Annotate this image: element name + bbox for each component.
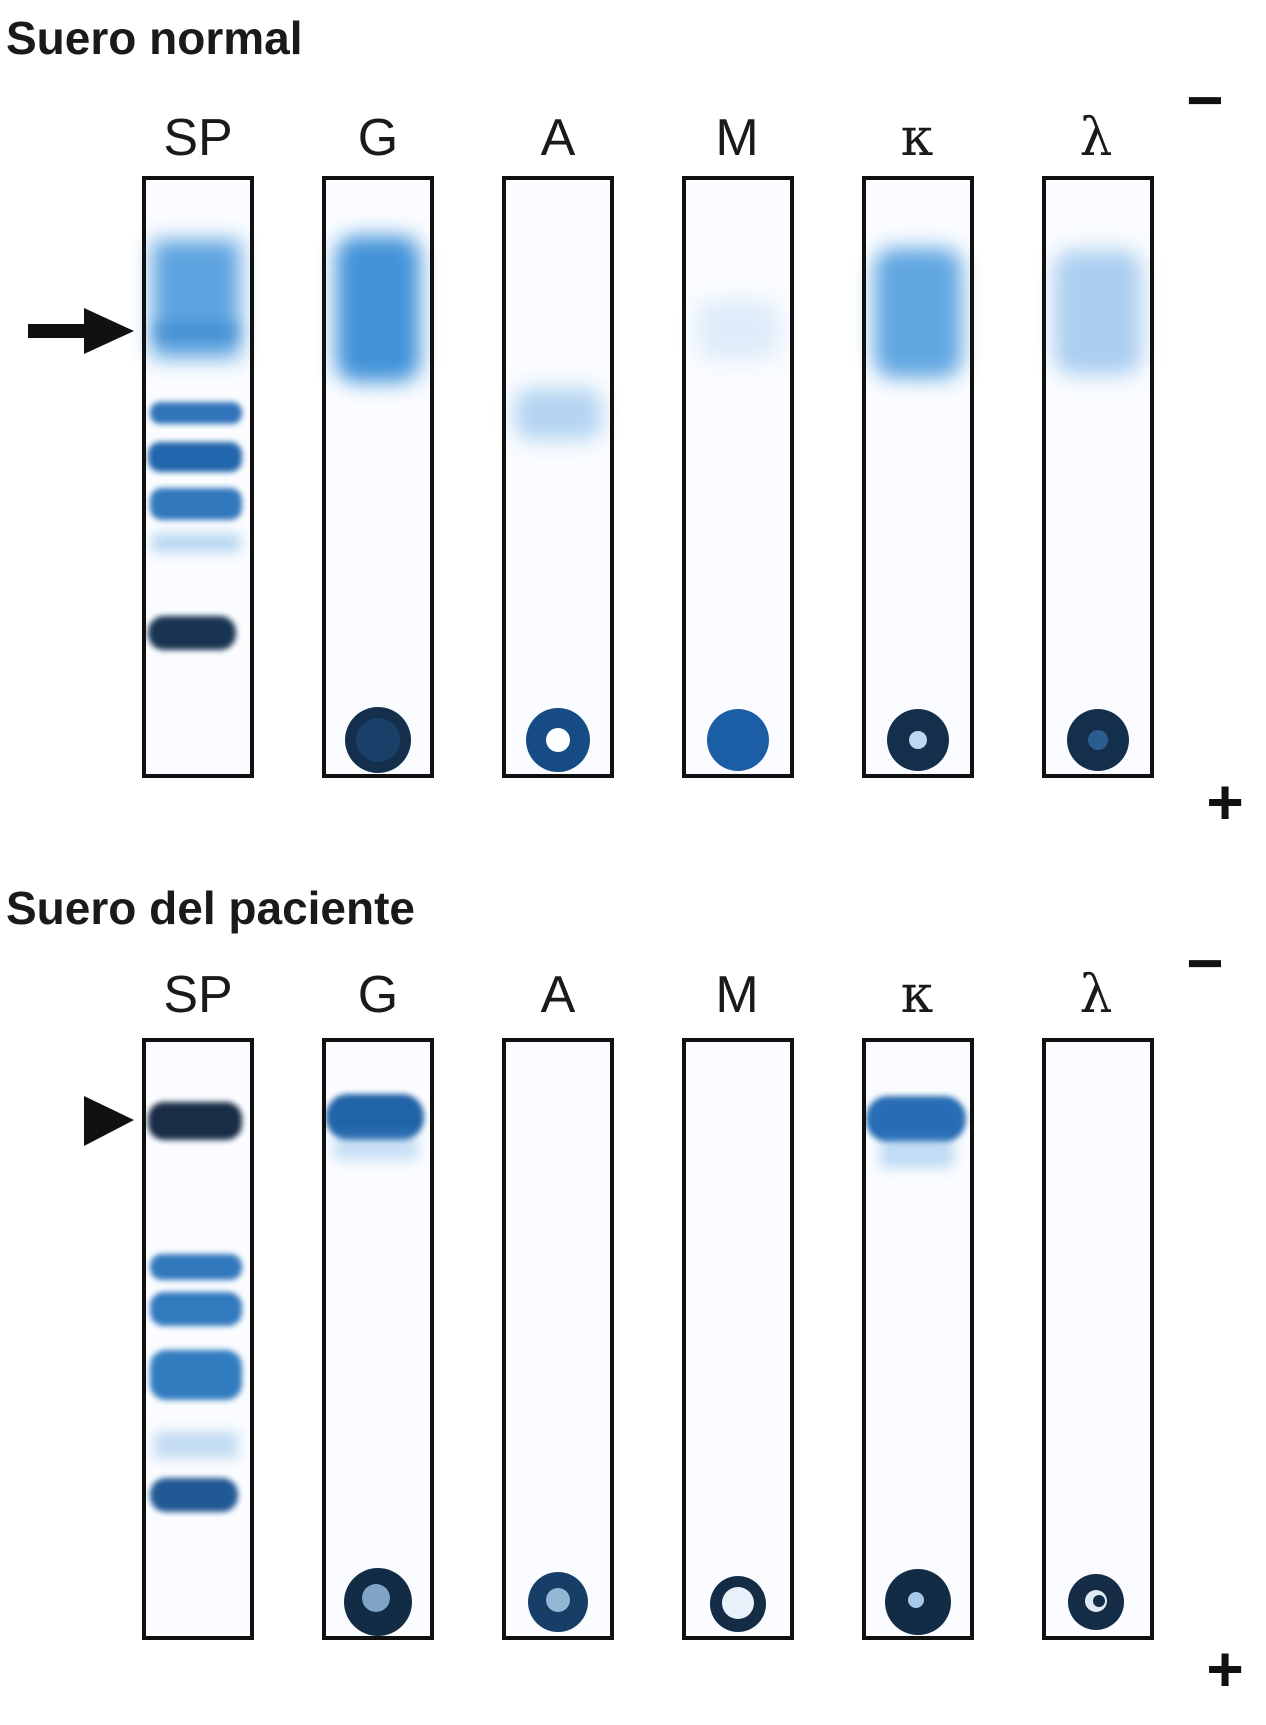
cathode-sign: − — [1186, 64, 1223, 136]
lane-label-sp: SP — [163, 966, 232, 1024]
lane-label-lambda: λ — [1080, 108, 1113, 168]
igg-monoclonal-band — [326, 1094, 424, 1140]
strip-igm — [682, 1038, 794, 1640]
strip-sp — [142, 1038, 254, 1640]
panel-normal-serum: Suero normal − + SP G A M κ λ — [6, 12, 1244, 838]
igg-polyclonal-smear — [336, 236, 420, 382]
lane-label-a: A — [541, 109, 576, 167]
kappa-monoclonal-band — [866, 1096, 966, 1142]
m-spike-band — [148, 1102, 242, 1140]
strip-iga — [502, 1038, 614, 1640]
cathode-sign: − — [1186, 927, 1223, 999]
strip-kappa — [862, 176, 974, 778]
lane-label-m: M — [715, 109, 758, 167]
band-albumin — [150, 1478, 238, 1512]
band-alpha2 — [150, 1350, 242, 1400]
lambda-polyclonal-smear — [1054, 250, 1142, 375]
panel-title: Suero del paciente — [6, 882, 415, 934]
strip-igm — [682, 176, 794, 778]
strip-igg — [322, 176, 434, 778]
band-beta1 — [148, 442, 242, 472]
strip-lambda — [1042, 176, 1154, 778]
band-gamma-core — [152, 322, 240, 342]
strip-igg — [322, 1038, 434, 1640]
panel-patient-serum: Suero del paciente − + SP G A M κ λ — [6, 882, 1244, 1705]
lane-label-kappa: κ — [901, 108, 934, 168]
strip-sp — [142, 176, 254, 778]
band-beta1 — [150, 1292, 242, 1326]
anode-sign: + — [1206, 766, 1243, 838]
band-beta2 — [150, 402, 242, 424]
kappa-polyclonal-smear — [874, 248, 962, 378]
band-alpha2 — [150, 488, 242, 520]
lane-label-m: M — [715, 966, 758, 1024]
panel-title: Suero normal — [6, 12, 303, 64]
iga-faint-band — [514, 388, 602, 440]
lane-label-g: G — [358, 109, 398, 167]
band-beta2 — [150, 1254, 242, 1280]
lane-label-a: A — [541, 966, 576, 1024]
lane-label-g: G — [358, 966, 398, 1024]
strip-lambda — [1042, 1038, 1154, 1640]
lane-label-kappa: κ — [901, 965, 934, 1025]
strip-kappa — [862, 1038, 974, 1640]
lane-label-sp: SP — [163, 109, 232, 167]
lane-label-lambda: λ — [1080, 965, 1113, 1025]
application-well — [707, 709, 769, 771]
strip-iga — [502, 176, 614, 778]
arrow-icon — [28, 308, 134, 354]
igm-trace — [696, 300, 780, 360]
triangle-pointer-icon — [84, 1096, 134, 1146]
band-alpha1 — [152, 534, 240, 552]
anode-sign: + — [1206, 1633, 1243, 1705]
band-albumin — [148, 616, 236, 650]
band-alpha1 — [154, 1432, 238, 1458]
